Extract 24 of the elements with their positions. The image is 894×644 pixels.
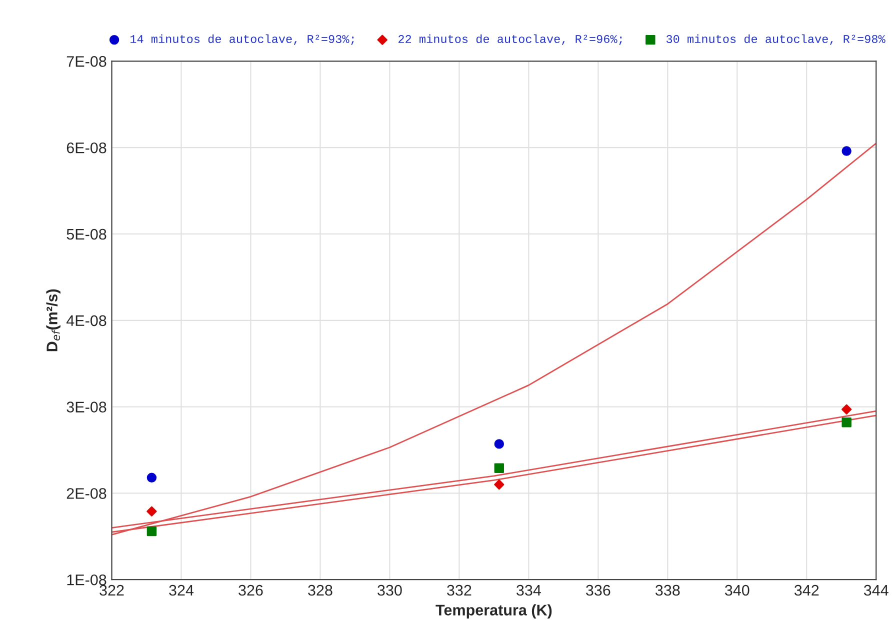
x-tick-label: 322 (100, 584, 124, 596)
y-tick-label: 5E-08 (66, 228, 106, 240)
x-tick-label: 338 (655, 584, 680, 596)
y-tick-label: 6E-08 (66, 142, 106, 154)
y-tick-label: 1E-08 (67, 574, 106, 586)
y-tick-label: 3E-08 (66, 402, 106, 412)
x-tick-label: 336 (586, 584, 610, 596)
y-tick-label: 2E-08 (66, 488, 106, 499)
x-tick-label: 328 (308, 584, 332, 596)
x-tick-label: 344 (864, 584, 888, 596)
legend-label: 30 minutos de autoclave, R²=98% (666, 34, 886, 46)
legend-label: 22 minutos de autoclave, R²=96%; (398, 34, 622, 46)
x-tick-label: 334 (516, 584, 541, 596)
y-tick-label: 7E-08 (66, 56, 106, 67)
x-tick-label: 340 (724, 584, 750, 596)
x-tick-label: 324 (169, 584, 194, 596)
legend-label: 14 minutos de autoclave, R²=93%; (130, 34, 354, 46)
y-tick-label: 4E-08 (66, 315, 106, 326)
x-tick-label: 326 (238, 584, 263, 596)
x-tick-label: 332 (447, 584, 472, 596)
x-axis-title: Temperatura (K) (436, 604, 552, 618)
y-axis-title: D$_{ef}$(m²/s) (46, 289, 60, 352)
x-tick-label: 342 (794, 584, 819, 596)
x-tick-label: 330 (378, 584, 402, 596)
